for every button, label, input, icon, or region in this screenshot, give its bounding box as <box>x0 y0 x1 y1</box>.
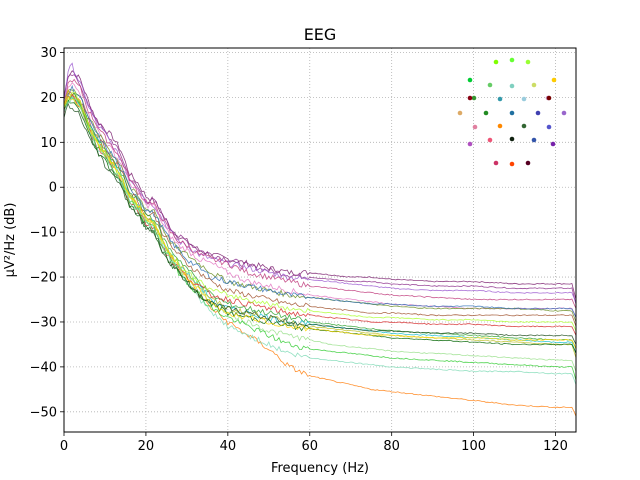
psd-trace-8 <box>64 92 576 350</box>
sensor-dot <box>561 110 567 116</box>
psd-trace-6 <box>64 84 576 318</box>
x-axis-label: Frequency (Hz) <box>271 461 369 476</box>
x-tick-label: 20 <box>138 439 155 454</box>
psd-trace-17 <box>64 95 576 350</box>
sensor-dot <box>525 59 531 65</box>
y-axis-ticks: 30 20 10 0 −10 −20 −30 −40 −50 <box>30 46 64 420</box>
sensor-dot <box>546 124 552 130</box>
sensor-dot <box>467 95 473 101</box>
sensor-dot <box>509 83 515 89</box>
sensor-dot <box>509 110 515 116</box>
x-tick-label: 60 <box>301 439 318 454</box>
sensor-dot <box>497 123 503 129</box>
sensor-dot <box>497 96 503 102</box>
sensor-dot <box>467 77 473 83</box>
x-tick-label: 40 <box>220 439 237 454</box>
sensor-dot <box>483 110 489 116</box>
psd-trace-16 <box>64 91 576 332</box>
sensor-dot <box>509 161 515 167</box>
sensor-dot <box>551 77 557 83</box>
sensor-dot <box>550 141 556 147</box>
y-axis-label: µV²/Hz (dB) <box>3 203 18 278</box>
psd-trace-14 <box>64 96 576 381</box>
sensor-dot <box>493 59 499 65</box>
x-tick-label: 0 <box>60 439 68 454</box>
y-tick-label: −40 <box>30 360 57 375</box>
y-tick-label: −10 <box>30 226 57 241</box>
x-tick-label: 120 <box>543 439 568 454</box>
psd-trace-18 <box>64 95 576 385</box>
y-tick-label: 30 <box>40 46 57 61</box>
sensor-dot <box>509 136 515 142</box>
sensor-dot <box>487 82 493 88</box>
x-axis-ticks: 0 20 40 60 80 100 120 <box>60 432 568 454</box>
sensor-dot <box>509 57 515 63</box>
x-tick-label: 80 <box>383 439 400 454</box>
y-tick-label: 20 <box>40 91 57 106</box>
sensor-dot <box>521 123 527 129</box>
sensor-dot <box>531 82 537 88</box>
psd-trace-11 <box>64 89 576 359</box>
sensor-dot <box>487 137 493 143</box>
grid <box>63 48 576 432</box>
y-tick-label: 0 <box>49 181 57 196</box>
chart-title: EEG <box>304 25 337 44</box>
sensor-dot <box>471 95 477 101</box>
sensor-dot <box>531 137 537 143</box>
y-tick-label: 10 <box>40 136 57 151</box>
y-tick-label: −30 <box>30 315 57 330</box>
sensor-dot <box>472 124 478 130</box>
sensor-dot <box>467 141 473 147</box>
sensor-dot <box>457 110 463 116</box>
y-tick-label: −20 <box>30 271 57 286</box>
psd-trace-0 <box>64 70 576 300</box>
sensor-dot <box>493 160 499 166</box>
psd-traces <box>64 62 576 417</box>
sensor-dot <box>546 95 552 101</box>
x-tick-label: 100 <box>461 439 486 454</box>
sensor-dot <box>535 110 541 116</box>
psd-trace-10 <box>64 88 576 417</box>
sensor-dot <box>521 96 527 102</box>
sensor-dot <box>525 160 531 166</box>
y-tick-label: −50 <box>30 405 57 420</box>
sensor-topomap-legend <box>457 57 567 167</box>
psd-trace-7 <box>64 90 576 327</box>
plot-frame <box>63 47 577 433</box>
psd-trace-3 <box>64 78 576 309</box>
psd-trace-19 <box>64 102 576 345</box>
